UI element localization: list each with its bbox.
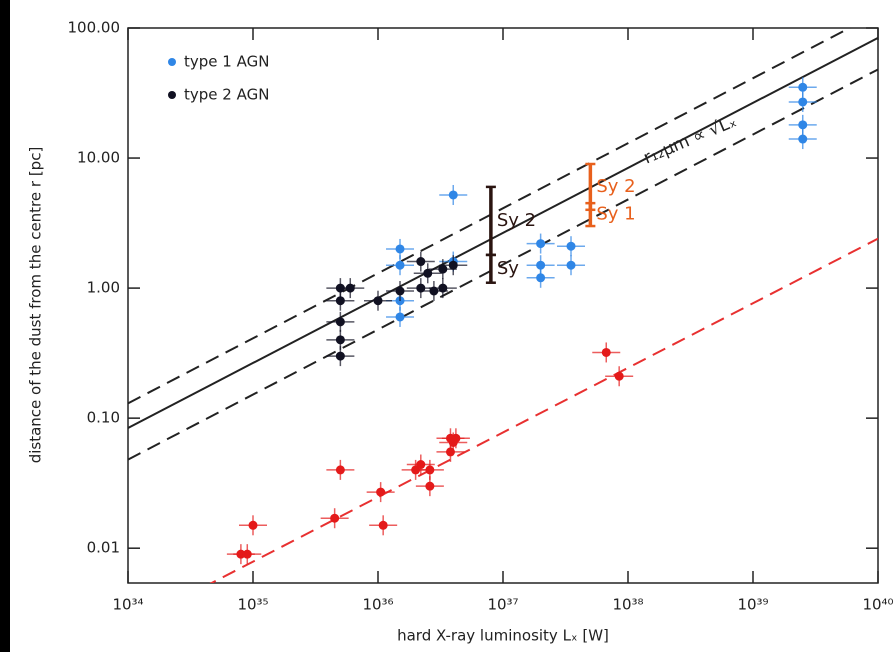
point [798,134,808,144]
point [395,286,405,296]
y-tick-label: 10.00 [77,149,120,167]
x-tick-label: 10³⁴ [112,596,143,614]
point [448,260,458,270]
trend-line [128,28,852,405]
point [335,351,345,361]
range-label: Sy 1 [596,204,635,225]
point [335,335,345,345]
legend-marker [168,91,176,99]
x-tick-label: 10³⁵ [237,596,268,614]
x-tick-label: 10³⁷ [487,596,518,614]
point [416,257,426,267]
x-axis-label: hard X-ray luminosity Lₓ [W] [397,627,609,645]
point [601,347,611,357]
legend-label: type 2 AGN [184,86,269,104]
y-tick-label: 100.00 [68,19,121,37]
trend-line [209,237,878,583]
point [429,286,439,296]
point [395,244,405,254]
point [445,433,455,443]
plot-area [128,28,878,583]
point [425,481,435,491]
point [798,82,808,92]
legend-label: type 1 AGN [184,53,269,71]
range-label: Sy [497,258,519,279]
point [248,520,258,530]
point [438,264,448,274]
point [536,239,546,249]
y-tick-label: 1.00 [87,279,120,297]
y-axis-label: distance of the dust from the centre r [… [27,147,45,464]
point [566,241,576,251]
point [335,317,345,327]
trend-line [128,68,878,461]
point [330,513,340,523]
legend-marker [168,58,176,66]
x-tick-label: 10³⁸ [612,596,643,614]
point [373,296,383,306]
range-label: Sy 2 [596,176,635,197]
x-tick-label: 10⁴⁰ [862,596,893,614]
point [423,268,433,278]
point [242,549,252,559]
point [335,296,345,306]
range-label: Sy 2 [497,210,536,231]
border [0,0,10,652]
point [536,273,546,283]
point [566,260,576,270]
trend-line [128,36,878,429]
point [614,371,624,381]
point [798,97,808,107]
point [536,260,546,270]
x-tick-label: 10³⁹ [737,596,768,614]
point [425,465,435,475]
point [345,283,355,293]
point [335,465,345,475]
point [395,312,405,322]
y-tick-label: 0.10 [87,409,120,427]
point [378,520,388,530]
point [798,120,808,130]
point [416,460,426,470]
point [395,260,405,270]
point [448,190,458,200]
point [376,487,386,497]
x-tick-label: 10³⁶ [362,596,393,614]
y-tick-label: 0.01 [87,539,120,557]
background [10,0,894,652]
